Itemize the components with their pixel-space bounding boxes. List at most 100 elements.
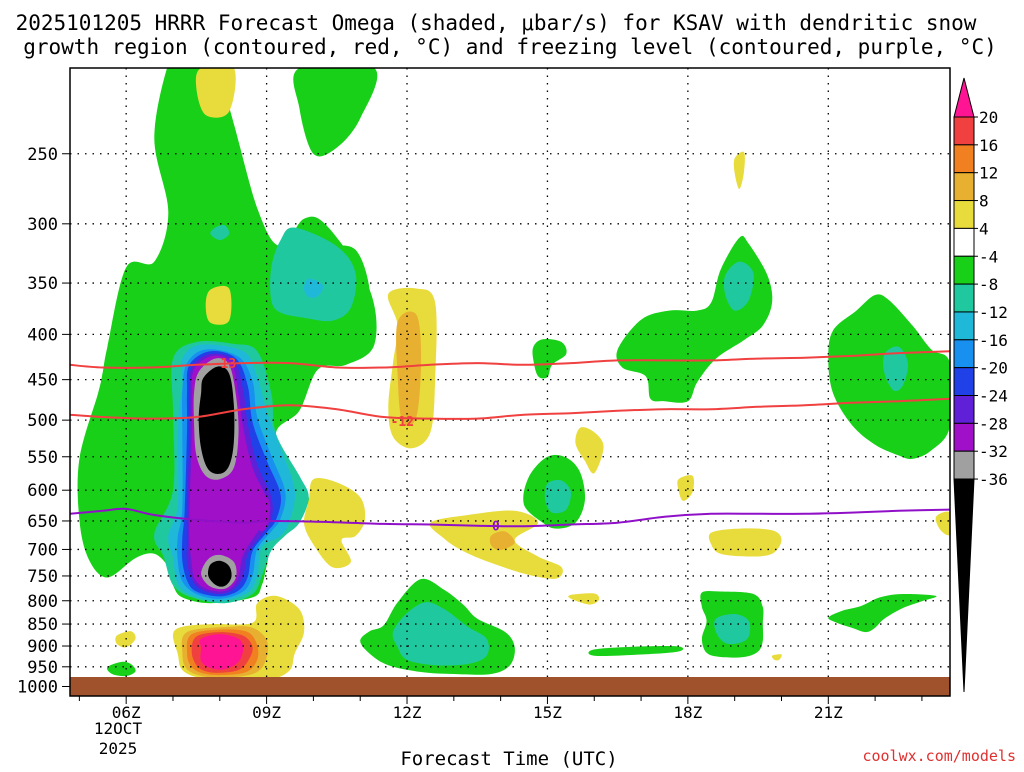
x-tick-label: 18Z [673, 703, 702, 722]
colorbar-label: -24 [979, 387, 1008, 406]
dendritic-contour [70, 397, 950, 420]
y-tick-label: 300 [27, 215, 58, 235]
contour-layer: -13 -12 0 [70, 350, 950, 535]
colorbar-bin [953, 283, 975, 313]
omega-region [733, 151, 745, 190]
omega-region [616, 235, 773, 403]
omega-region [210, 224, 230, 241]
omega-region [293, 68, 378, 157]
x-tick-label: 06Z [112, 703, 141, 722]
omega-region [771, 654, 782, 661]
dendritic-contour [70, 350, 950, 369]
colorbar-bin [953, 116, 975, 146]
x-tick-label: 15Z [533, 703, 562, 722]
omega-region [677, 475, 695, 501]
omega-region [532, 338, 567, 379]
colorbar-label: -28 [979, 414, 1008, 433]
colorbar-bin [953, 422, 975, 452]
colorbar-label: -12 [979, 303, 1008, 322]
freezing-level-contour-label: 0 [492, 520, 500, 535]
colorbar-bin [953, 339, 975, 369]
omega-region [396, 311, 422, 427]
y-tick-label: 450 [27, 371, 58, 391]
colorbar-bin [953, 144, 975, 174]
omega-region [588, 645, 684, 656]
y-tick-label: 1000 [17, 678, 58, 698]
y-tick-label: 800 [27, 592, 58, 612]
colorbar-label: -4 [979, 247, 998, 266]
colorbar-label: -8 [979, 275, 998, 294]
y-tick-label: 850 [27, 615, 58, 635]
omega-region [723, 261, 754, 311]
omega-region [198, 366, 235, 474]
omega-shading-layer [77, 68, 950, 680]
colorbar-label: 12 [979, 164, 998, 183]
credit-text[interactable]: coolwx.com/models [862, 747, 1016, 765]
y-tick-label: 900 [27, 637, 58, 657]
omega-region [882, 346, 909, 392]
colorbar-bin [953, 395, 975, 424]
colorbar-label: 20 [979, 108, 998, 127]
colorbar-max-arrow [953, 77, 975, 118]
ground-bar [70, 677, 950, 696]
colorbar-label: 8 [979, 192, 989, 211]
colorbar-label: -32 [979, 442, 1008, 461]
omega-region [935, 511, 950, 536]
y-tick-label: 250 [27, 145, 58, 165]
colorbar-bin [953, 367, 975, 396]
pressure-axis: 2503003504004505005506006507007508008509… [17, 145, 70, 698]
colorbar-bin [953, 172, 975, 202]
x-tick-label: 09Z [252, 703, 281, 722]
colorbar-bin [953, 227, 975, 257]
colorbar-label: -36 [979, 470, 1008, 489]
freezing-level-contour [70, 507, 950, 528]
omega-region [708, 528, 782, 557]
x-tick-label: 21Z [814, 703, 843, 722]
omega-region [199, 634, 244, 670]
y-tick-label: 600 [27, 481, 58, 501]
omega-region [544, 479, 572, 514]
omega-region [575, 427, 604, 474]
x-tick-label: 12Z [393, 703, 422, 722]
plot-frame [69, 67, 951, 697]
y-tick-label: 550 [27, 448, 58, 468]
omega-region [207, 560, 232, 587]
omega-region [828, 593, 937, 633]
colorbar-bin [953, 450, 975, 480]
y-tick-label: 950 [27, 658, 58, 678]
y-tick-label: 500 [27, 411, 58, 431]
omega-region [714, 613, 751, 645]
date-label-year: 2025 [99, 739, 138, 758]
colorbar-min-arrow [953, 478, 975, 693]
y-tick-label: 650 [27, 512, 58, 532]
colorbar-label: -20 [979, 359, 1008, 378]
date-label-day: 12OCT [94, 719, 143, 738]
colorbar-label: 16 [979, 136, 998, 155]
chart-title-line2: growth region (contoured, red, °C) and f… [23, 35, 997, 59]
colorbar: 20 16 12 8 4 -4 -8 -12 -16 -20 -24 -28 -32 -36 [953, 77, 1008, 693]
omega-region [107, 661, 136, 677]
colorbar-bin [953, 200, 975, 229]
colorbar-bin [953, 311, 975, 341]
y-tick-label: 700 [27, 540, 58, 560]
time-axis: 06Z 09Z 12Z 15Z 18Z 21Z [78, 696, 923, 722]
colorbar-label: -16 [979, 331, 1008, 350]
omega-region [205, 285, 232, 325]
y-tick-label: 350 [27, 274, 58, 294]
colorbar-label: 4 [979, 219, 989, 238]
dendritic-contour-label: -13 [213, 357, 236, 372]
y-tick-label: 400 [27, 325, 58, 345]
dendritic-contour-label: -12 [391, 415, 414, 430]
chart-title-line1: 2025101205 HRRR Forecast Omega (shaded, … [16, 11, 977, 35]
omega-region [115, 631, 136, 648]
x-axis-label: Forecast Time (UTC) [400, 748, 617, 768]
colorbar-bin [953, 255, 975, 285]
omega-region [195, 68, 236, 118]
omega-region [489, 531, 515, 551]
y-tick-label: 750 [27, 567, 58, 587]
omega-region [270, 227, 357, 322]
omega-region [568, 593, 600, 605]
omega-region [77, 68, 377, 604]
omega-region [392, 602, 489, 666]
